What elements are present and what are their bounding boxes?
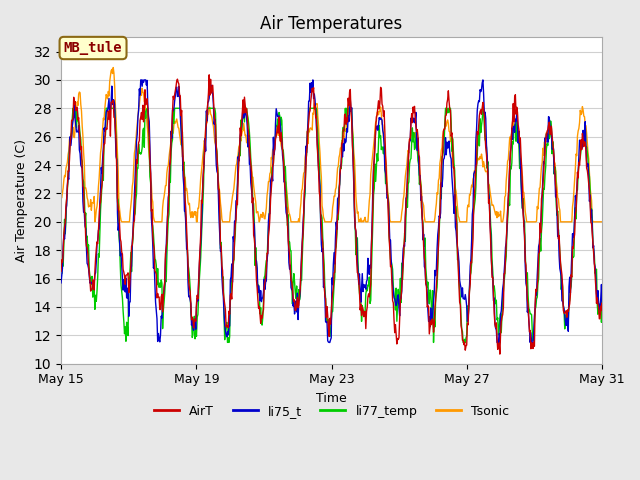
Y-axis label: Air Temperature (C): Air Temperature (C) — [15, 139, 28, 262]
Text: MB_tule: MB_tule — [64, 41, 122, 55]
Title: Air Temperatures: Air Temperatures — [260, 15, 403, 33]
X-axis label: Time: Time — [316, 392, 347, 405]
Legend: AirT, li75_t, li77_temp, Tsonic: AirT, li75_t, li77_temp, Tsonic — [149, 400, 514, 423]
